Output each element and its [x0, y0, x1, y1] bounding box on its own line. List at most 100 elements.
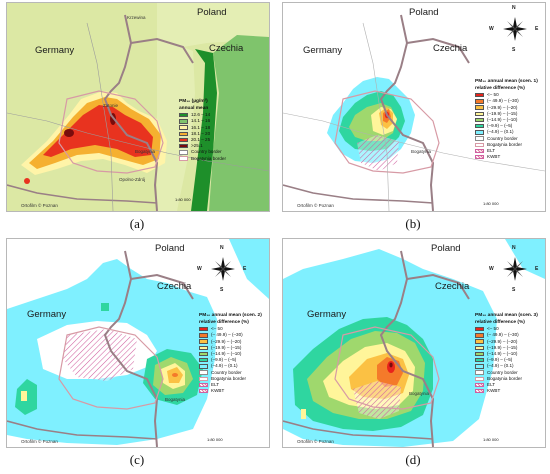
- credit-label: Ortofilm © Poznan: [297, 203, 334, 208]
- compass-north-label: N: [220, 245, 224, 251]
- legend-item: Country border: [475, 136, 538, 142]
- legend-item: 16.1 – 18: [179, 125, 226, 131]
- compass-rose-icon: [503, 17, 527, 41]
- legend-item: (– 49.9) – (–30): [475, 332, 538, 338]
- compass-north-label: N: [512, 245, 516, 251]
- legend-c: PM₁₀ annual mean (scen. 2) relative diff…: [199, 313, 262, 394]
- legend-item: ELT: [199, 382, 262, 388]
- legend-item: 20.1 – 25: [179, 137, 226, 143]
- legend-d: PM₁₀ annual mean (scen. 3) relative diff…: [475, 313, 538, 394]
- legend-item: (–19.9) – (–15): [199, 345, 262, 351]
- compass-rose-icon: [211, 257, 235, 281]
- panel-label-a: (a): [129, 216, 145, 231]
- legend-item: Country border: [475, 370, 538, 376]
- legend-item: Country border: [199, 370, 262, 376]
- legend-item: (–9.9) – (–5): [475, 123, 538, 129]
- compass-west-label: W: [197, 266, 202, 272]
- legend-item: (–14.9) – (–10): [475, 351, 538, 357]
- panel-label-c: (c): [129, 452, 145, 467]
- scenario-2-difference-map: [7, 239, 269, 447]
- legend-item: (–4.9) – (0.1): [475, 129, 538, 135]
- legend-title: PM₁₀ (µg/m³): [179, 99, 208, 104]
- map-panel-b: Germany Poland Czechia Bogatynia Ortofil…: [282, 2, 546, 212]
- legend-item: <– 50: [475, 92, 538, 98]
- credit-label: Ortofilm © Poznan: [21, 203, 58, 208]
- compass-north-label: N: [512, 5, 516, 11]
- legend-subtitle: relative difference (%): [199, 319, 249, 325]
- legend-item: (–14.9) – (–10): [199, 351, 262, 357]
- legend-item: KWBT: [475, 388, 538, 394]
- map-panel-a: Germany Poland Czechia Krzewina Bogatyni…: [6, 2, 270, 212]
- poland-label: Poland: [431, 243, 461, 254]
- legend-item: 12.6 – 14: [179, 112, 226, 118]
- germany-label: Germany: [27, 309, 67, 320]
- map-panel-d: Germany Poland Czechia Bogatynia Ortofil…: [282, 238, 546, 448]
- compass-west-label: W: [489, 26, 494, 32]
- town-label: Bogatynia: [409, 391, 430, 396]
- germany-label: Germany: [307, 309, 347, 320]
- poland-label: Poland: [155, 243, 185, 254]
- legend-item: (–14.9) – (–10): [475, 117, 538, 123]
- germany-label: Germany: [35, 45, 75, 56]
- legend-item: (–9.9) – (–5): [199, 357, 262, 363]
- legend-title: PM₁₀ annual mean (scen. 3): [475, 313, 538, 318]
- legend-item: <– 50: [475, 326, 538, 332]
- compass-east-label: E: [535, 26, 539, 32]
- panel-label-d: (d): [405, 452, 421, 467]
- legend-item: KWBT: [475, 154, 538, 160]
- legend-item: Bogatynia border: [475, 376, 538, 382]
- legend-item: (–29.9) – (–20): [199, 339, 262, 345]
- czechia-label: Czechia: [433, 43, 468, 54]
- scenario-3-difference-map: [283, 239, 545, 447]
- legend-item: Country border: [179, 149, 226, 155]
- town-label: Opolno-Zdrój: [119, 177, 146, 182]
- legend-title: PM₁₀ annual mean (scen. 2): [199, 313, 262, 318]
- credit-label: Ortofilm © Poznan: [297, 439, 334, 444]
- compass-east-label: E: [535, 266, 539, 272]
- scale-label: 1:80 000: [207, 437, 223, 442]
- legend-item: (–19.9) – (–15): [475, 111, 538, 117]
- map-panel-c: Germany Poland Czechia Bogatynia Ortofil…: [6, 238, 270, 448]
- compass-south-label: S: [512, 47, 516, 53]
- legend-item: <– 50: [199, 326, 262, 332]
- legend-item: Bogatynia border: [179, 156, 226, 162]
- legend-item: 18.1 – 20: [179, 131, 226, 137]
- scale-label: 1:80 000: [483, 437, 499, 442]
- compass-south-label: S: [220, 287, 224, 293]
- town-label: Bogatynia: [135, 149, 156, 154]
- legend-item: (– 49.9) – (–30): [199, 332, 262, 338]
- panel-label-b: (b): [405, 216, 421, 231]
- legend-item: (–4.9) – (0.1): [199, 363, 262, 369]
- pm10-concentration-map: [7, 3, 269, 211]
- legend-subtitle: relative difference (%): [475, 85, 525, 91]
- legend-item: >25.1: [179, 143, 226, 149]
- germany-label: Germany: [303, 45, 343, 56]
- scale-label: 1:80 000: [483, 201, 499, 206]
- legend-item: (–19.9) – (–15): [475, 345, 538, 351]
- czechia-label: Czechia: [435, 281, 470, 292]
- legend-item: KWBT: [199, 388, 262, 394]
- legend-title: PM₁₀ annual mean (scen. 1): [475, 79, 538, 84]
- scenario-1-difference-map: [283, 3, 545, 211]
- legend-a: PM₁₀ (µg/m³) annual mean 12.6 – 14 14.1 …: [179, 99, 226, 162]
- compass-west-label: W: [489, 266, 494, 272]
- legend-item: ELT: [475, 148, 538, 154]
- compass-east-label: E: [243, 266, 247, 272]
- poland-label: Poland: [197, 7, 227, 18]
- legend-item: (–29.9) – (–20): [475, 339, 538, 345]
- legend-item: 14.1 – 16: [179, 118, 226, 124]
- compass-rose-icon: [503, 257, 527, 281]
- town-label: Bogatynia: [165, 397, 186, 402]
- legend-subtitle: annual mean: [179, 105, 209, 111]
- legend-item: ELT: [475, 382, 538, 388]
- legend-item: (–29.9) – (–20): [475, 105, 538, 111]
- legend-b: PM₁₀ annual mean (scen. 1) relative diff…: [475, 79, 538, 160]
- compass-south-label: S: [512, 287, 516, 293]
- legend-subtitle: relative difference (%): [475, 319, 525, 325]
- legend-item: Bogatynia border: [475, 142, 538, 148]
- credit-label: Ortofilm © Poznan: [21, 439, 58, 444]
- legend-item: (–4.9) – (0.1): [475, 363, 538, 369]
- poland-label: Poland: [409, 7, 439, 18]
- legend-item: (–9.9) – (–5): [475, 357, 538, 363]
- town-label: Zatonie: [103, 103, 119, 108]
